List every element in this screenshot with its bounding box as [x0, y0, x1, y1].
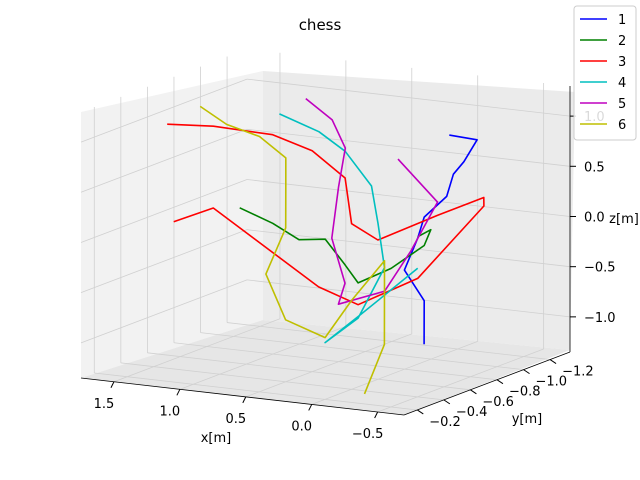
grid-line-z-side [80, 279, 248, 344]
grid-line-y-floor [94, 372, 418, 411]
grid-lines [80, 52, 571, 413]
grid-line-y-floor [227, 322, 551, 360]
legend-box [573, 5, 637, 141]
axis-edges [80, 86, 571, 416]
z-tick-label: −0.5 [584, 261, 616, 276]
z-axis-label: z[m] [609, 212, 639, 227]
y-tick-mark [523, 369, 530, 375]
y-tick-mark [549, 359, 557, 364]
z-tick-label: 0.5 [584, 160, 605, 175]
chart-title: chess [299, 16, 342, 34]
y-axis-line [403, 351, 571, 416]
y-tick-label: −0.2 [429, 415, 461, 430]
grid-line-z-side [80, 78, 248, 143]
x-tick-mark [242, 396, 247, 404]
y-axis-label: y[m] [512, 412, 543, 427]
grid-line-z-back [246, 128, 571, 167]
pane-back-right [263, 71, 575, 350]
x-tick-label: 0.0 [291, 419, 312, 434]
x-axis-line [80, 377, 405, 416]
legend-label-6: 6 [618, 118, 626, 133]
z-tick-label: −1.0 [584, 311, 616, 326]
series-line-4 [279, 113, 419, 344]
y-tick-label: −1.2 [562, 365, 594, 380]
y-tick-mark [496, 379, 504, 385]
y-tick-mark [470, 389, 477, 395]
x-tick-mark [110, 381, 115, 388]
grid-line-z-back [246, 279, 571, 318]
legend: 1 2 3 4 5 6 [573, 5, 637, 141]
y-tick-label: −0.4 [456, 405, 488, 420]
legend-label-1: 1 [618, 13, 626, 28]
series-line-2 [239, 207, 432, 284]
y-tick-mark [443, 399, 451, 405]
legend-label-4: 4 [618, 76, 626, 91]
grid-line-z-side [80, 128, 248, 193]
tick-layer: −0.50.00.51.01.5−0.2−0.4−0.6−0.8−1.0−1.2… [94, 110, 616, 442]
grid-line-y-floor [173, 342, 498, 381]
x-tick-label: 0.5 [225, 412, 246, 427]
x-axis-label: x[m] [201, 431, 232, 446]
grid-line-z-back [246, 229, 571, 268]
grid-line-x-floor [377, 348, 544, 413]
x-tick-mark [374, 411, 379, 419]
pane-back-left [81, 71, 263, 378]
legend-label-5: 5 [618, 97, 626, 112]
series-layer [167, 97, 485, 395]
y-tick-mark [417, 409, 424, 415]
grid-line-x-floor [113, 318, 281, 383]
z-tick-label: 0.0 [584, 210, 605, 225]
x-tick-mark [176, 389, 181, 396]
grid-line-y-floor [147, 352, 471, 391]
legend-label-2: 2 [618, 34, 626, 49]
y-tick-label: −0.8 [509, 385, 541, 400]
x-tick-label: −0.5 [352, 427, 384, 442]
grid-line-x-floor [311, 341, 478, 405]
grid-line-z-back [246, 78, 571, 117]
x-tick-label: 1.0 [160, 404, 181, 419]
grid-line-y-floor [120, 362, 444, 401]
grid-line-z-back [246, 179, 571, 217]
y-tick-label: −1.0 [536, 375, 568, 390]
series-line-5 [305, 97, 439, 305]
grid-line-z-side [80, 229, 248, 294]
grid-line-z-side [80, 179, 248, 243]
series-line-3 [167, 123, 485, 306]
x-tick-mark [308, 404, 313, 411]
series-line-6 [199, 105, 386, 395]
pane-floor [81, 320, 570, 415]
grid-line-y-floor [200, 332, 524, 371]
grid-line-x-floor [179, 325, 347, 390]
x-tick-label: 1.5 [94, 397, 115, 412]
legend-label-3: 3 [618, 55, 626, 70]
y-tick-label: −0.6 [482, 395, 514, 410]
